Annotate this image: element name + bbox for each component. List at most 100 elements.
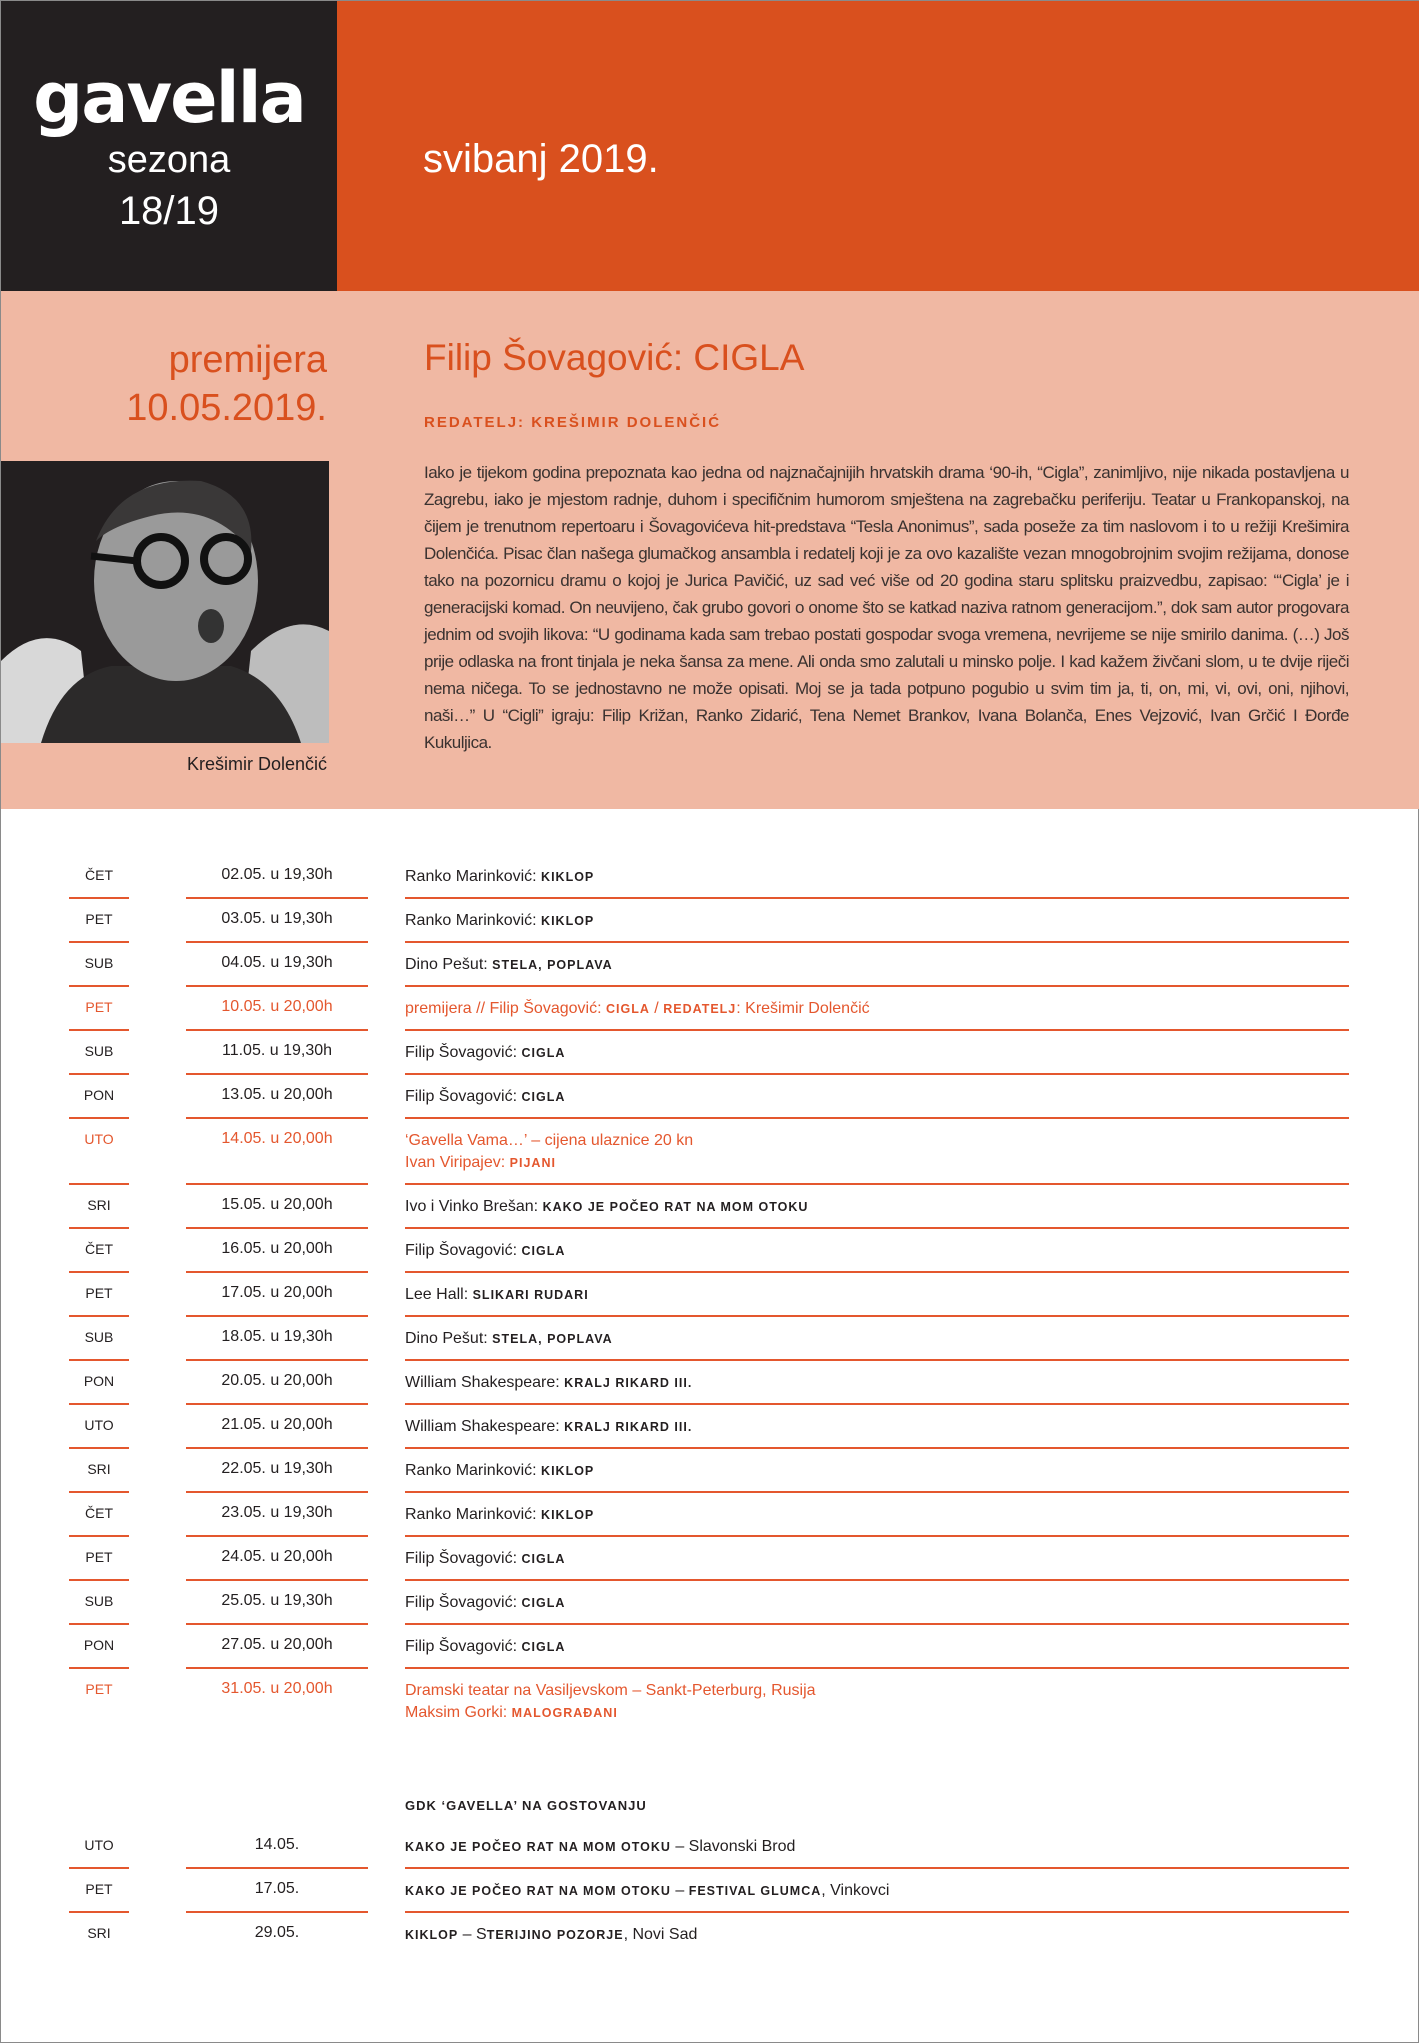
event-title: CIGLA [521,1090,566,1104]
event-title: TERIJINO POZORJE [486,1928,624,1942]
event: Filip Šovagović: CIGLA [405,1548,565,1570]
row-divider [69,1491,129,1493]
row-divider [405,1073,1349,1075]
event-line: Dino Pešut: STELA, POPLAVA [405,954,613,976]
event-line: Dramski teatar na Vasiljevskom – Sankt-P… [405,1680,816,1702]
date-time: 10.05. u 20,00h [221,998,333,1015]
event-title: FESTIVAL GLUMCA [688,1884,822,1898]
event-text: Maksim Gorki: [405,1704,512,1721]
premiere-section: premijera 10.05.2019. Filip Šovagović: C… [1,291,1419,809]
date-time: 04.05. u 19,30h [221,954,333,971]
day: PON [83,1373,115,1389]
schedule-row: SUB 18.05. u 19,30h Dino Pešut: STELA, POP… [69,1317,1349,1361]
season-label: sezona [107,139,231,181]
premiere-label: premijera [168,339,327,381]
date-time: 14.05. u 20,00h [221,1130,333,1147]
row-divider [186,1029,368,1031]
row-divider [69,1359,129,1361]
event: KAKO JE POČEO RAT NA MOM OTOKU – Slavons… [405,1836,795,1858]
date-time: 23.05. u 19,30h [221,1504,333,1521]
date-time: 16.05. u 20,00h [221,1240,333,1257]
event-line: Filip Šovagović: CIGLA [405,1636,565,1658]
schedule-row: UTO 14.05. u 20,00h ‘Gavella Vama…’ – cije… [69,1119,1349,1185]
row-divider [69,1667,129,1669]
row-divider [405,1667,1349,1669]
day: SRI [87,1197,111,1213]
event-title: CIGLA [521,1640,566,1654]
schedule-row: SRI 15.05. u 20,00h Ivo i Vinko Brešan: KA… [69,1185,1349,1229]
schedule-row: SRI 29.05. KIKLOP – STERIJINO POZORJE, Nov… [69,1913,1349,1957]
event-line: Ranko Marinković: KIKLOP [405,866,594,888]
row-divider [186,1359,368,1361]
row-divider [69,1911,129,1913]
event: Filip Šovagović: CIGLA [405,1240,565,1262]
date-time: 18.05. u 19,30h [221,1328,333,1345]
schedule-row: UTO 14.05. KAKO JE POČEO RAT NA MOM OTOKU … [69,1825,1349,1869]
event-title: CIGLA [521,1596,566,1610]
event-text: Filip Šovagović: [405,1594,522,1611]
row-divider [405,1535,1349,1537]
row-divider [405,1911,1349,1913]
row-divider [186,1403,368,1405]
day: UTO [84,1131,114,1147]
event-line: Ranko Marinković: KIKLOP [405,1504,594,1526]
row-divider [186,1183,368,1185]
row-divider [186,1867,368,1869]
event-text: Dramski teatar na Vasiljevskom – Sankt-P… [405,1682,816,1699]
event-title: KAKO JE POČEO RAT NA MOM OTOKU [542,1200,809,1214]
event: William Shakespeare: KRALJ RIKARD III. [405,1416,692,1438]
day: PON [83,1087,115,1103]
event-line: ‘Gavella Vama…’ – cijena ulaznice 20 kn [405,1130,693,1152]
row-divider [69,1867,129,1869]
schedule-row: ČET 02.05. u 19,30h Ranko Marinković: KIKL… [69,855,1349,899]
event-text: Lee Hall: [405,1286,473,1303]
schedule-row: SUB 11.05. u 19,30h Filip Šovagović: CIGLA [69,1031,1349,1075]
event-text: Filip Šovagović: [405,1242,522,1259]
header-band: gavella sezona 18/19 svibanj 2019. [1,1,1419,291]
row-divider [186,1579,368,1581]
event-title: KIKLOP [405,1928,459,1942]
day: SRI [87,1461,111,1477]
event-title: KIKLOP [541,1464,595,1478]
event-text: , Vinkovci [821,1882,890,1899]
event-text: Filip Šovagović: [405,1088,522,1105]
event-line: Maksim Gorki: MALOGRAĐANI [405,1702,816,1724]
row-divider [186,1667,368,1669]
row-divider [69,1535,129,1537]
row-divider [186,897,368,899]
row-divider [405,1117,1349,1119]
photo-caption: Krešimir Dolenčić [186,754,327,774]
event-title: CIGLA [521,1046,566,1060]
row-divider [405,985,1349,987]
event-text: Filip Šovagović: [405,1044,522,1061]
row-divider [186,1911,368,1913]
event-text: William Shakespeare: [405,1418,565,1435]
event: premijera // Filip Šovagović: CIGLA / RE… [405,998,870,1020]
row-divider [186,1447,368,1449]
row-divider [69,1623,129,1625]
row-divider [186,1227,368,1229]
date-time: 24.05. u 20,00h [221,1548,333,1565]
event: KAKO JE POČEO RAT NA MOM OTOKU – FESTIVA… [405,1880,889,1902]
event: Ranko Marinković: KIKLOP [405,866,594,888]
row-divider [69,1271,129,1273]
row-divider [69,1073,129,1075]
event-title: KRALJ RIKARD III. [564,1420,693,1434]
event-text: William Shakespeare: [405,1374,565,1391]
row-divider [69,1447,129,1449]
touring-heading: GDK ‘GAVELLA’ NA GOSTOVANJU [405,1798,647,1813]
premiere-date: 10.05.2019. [126,387,327,429]
row-divider [186,1271,368,1273]
row-divider [186,1623,368,1625]
event-title: KIKLOP [541,1508,595,1522]
day: ČET [85,1505,113,1521]
date-time: 02.05. u 19,30h [221,866,333,883]
row-divider [69,1227,129,1229]
date-time: 21.05. u 20,00h [221,1416,333,1433]
event-line: Filip Šovagović: CIGLA [405,1086,565,1108]
event-text: Ranko Marinković: [405,1462,542,1479]
schedule-row: ČET 23.05. u 19,30h Ranko Marinković: KIKL… [69,1493,1349,1537]
event-line: KAKO JE POČEO RAT NA MOM OTOKU – Slavons… [405,1836,795,1858]
event: Ranko Marinković: KIKLOP [405,1504,594,1526]
row-divider [186,1073,368,1075]
